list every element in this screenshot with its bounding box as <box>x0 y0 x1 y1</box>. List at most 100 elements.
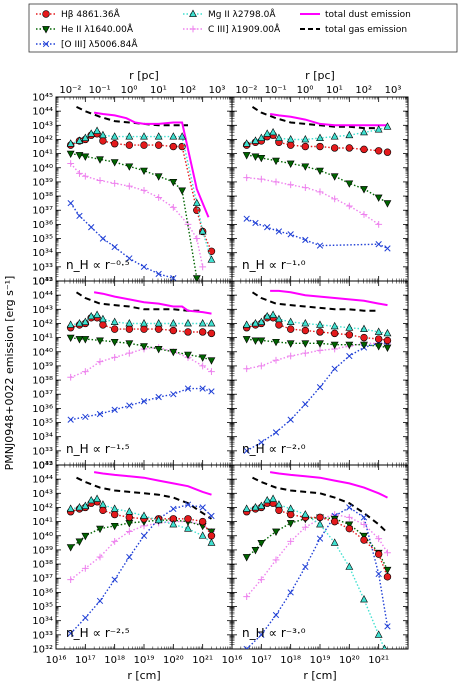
series-group <box>66 106 216 281</box>
data-point-mgii <box>330 132 339 140</box>
y-tick-label: 10³⁹ <box>32 545 53 556</box>
data-point-mgii <box>330 538 339 546</box>
legend-item-gas: total gas emission <box>300 25 407 35</box>
data-point-halpha <box>110 510 119 519</box>
series-group <box>242 289 392 454</box>
data-point-halpha <box>286 510 295 519</box>
data-point-ciii <box>272 556 280 564</box>
data-point-ciii <box>96 553 104 561</box>
data-point-heii <box>140 343 148 351</box>
x-tick-label-bottom: 10¹⁹ <box>134 655 155 666</box>
data-point-mgii <box>154 319 163 327</box>
data-point-mgii <box>99 500 107 508</box>
y-tick-label: 10⁴¹ <box>32 333 53 344</box>
data-point-halpha <box>207 247 216 255</box>
series-line-oiii <box>70 503 212 634</box>
data-point-ciii <box>67 373 75 381</box>
data-point-oiii <box>170 391 177 398</box>
data-point-halpha <box>154 325 163 333</box>
data-point-oiii <box>67 416 74 423</box>
x-tick-label-bottom: 10¹⁸ <box>104 655 125 666</box>
y-tick-label: 10⁴⁴ <box>32 291 53 302</box>
y-tick-label: 10³³ <box>32 262 53 273</box>
data-point-ciii <box>316 188 324 196</box>
data-point-heii <box>374 194 383 202</box>
x-tick-label-top: 10¹ <box>326 85 343 96</box>
data-point-heii <box>251 153 260 161</box>
data-point-mgii <box>316 520 324 528</box>
data-point-ciii <box>243 365 251 373</box>
legend-frame <box>28 3 458 53</box>
axes: 10³² 10³³ 10³⁴ 10³⁵ 10³⁶ 10³⁷ 10³⁸ 10³⁹ 10⁴⁰ 10⁴¹… <box>32 85 401 666</box>
data-point-oiii <box>316 242 324 249</box>
legend-swatch-oiii <box>42 40 50 48</box>
x-tick-label-top: 10⁻¹ <box>265 85 287 96</box>
data-point-heii <box>75 538 84 546</box>
data-point-halpha <box>383 336 392 345</box>
data-point-heii <box>75 336 84 344</box>
series-line-dust <box>93 471 212 496</box>
data-point-ciii <box>375 220 383 228</box>
data-point-mgii <box>192 198 201 207</box>
x-tick-label-top: 10² <box>355 85 372 96</box>
data-point-halpha <box>360 333 368 342</box>
data-point-halpha <box>99 506 107 514</box>
data-point-mgii <box>316 320 324 328</box>
data-point-halpha <box>140 325 148 333</box>
data-point-mgii <box>275 133 283 141</box>
data-point-ciii <box>360 521 368 528</box>
data-point-heii <box>169 179 178 187</box>
data-point-oiii <box>302 400 309 408</box>
data-point-heii <box>286 340 295 348</box>
data-point-ciii <box>375 535 383 542</box>
series-line-heii <box>246 154 388 204</box>
y-tick-label: 10⁴³ <box>32 121 53 132</box>
data-point-mgii <box>251 136 260 144</box>
legend-label-mgii: Mg II λ2798.0Å <box>208 8 276 20</box>
data-point-mgii <box>263 311 272 320</box>
series-line-ciii <box>246 177 380 225</box>
series-line-mgii <box>246 498 386 649</box>
data-point-heii <box>383 566 392 575</box>
data-point-oiii <box>258 439 265 446</box>
data-point-oiii <box>243 645 250 649</box>
data-point-mgii <box>316 133 324 141</box>
data-point-halpha <box>374 550 383 558</box>
data-point-mgii <box>75 319 84 327</box>
x-axis-title-bottom-left: r [cm] <box>127 669 160 682</box>
data-point-heii <box>251 547 260 555</box>
data-point-oiii <box>272 611 280 619</box>
legend-label-dust: total dust emission <box>325 10 411 20</box>
y-tick-label: 10³⁴ <box>32 432 53 443</box>
data-point-oiii <box>346 352 353 360</box>
legend-item-ciii: C III] λ1909.00Å <box>183 23 281 35</box>
data-point-halpha <box>345 144 354 152</box>
panel-label: n_H ∝ r⁻²·⁵ <box>66 626 130 640</box>
data-point-halpha <box>330 329 339 338</box>
data-point-oiii <box>155 393 162 401</box>
x-tick-label-bottom: 10¹⁶ <box>222 655 243 666</box>
data-point-heii <box>125 520 134 528</box>
data-point-mgii <box>383 122 392 130</box>
y-tick-label: 10³³ <box>32 630 53 641</box>
data-point-oiii <box>199 385 206 392</box>
x-tick-label-top: 10⁻² <box>59 85 81 96</box>
y-tick-label: 10⁴⁴ <box>32 107 53 118</box>
x-tick-label-top: 10² <box>179 85 196 96</box>
data-point-mgii <box>207 538 216 546</box>
data-point-ciii <box>67 160 75 167</box>
panel-4: n_H ∝ r⁻²·⁰ <box>231 280 409 466</box>
x-tick-label-top: 10⁰ <box>297 85 314 96</box>
y-tick-label: 10³² <box>32 277 53 288</box>
data-point-oiii <box>76 212 83 220</box>
data-point-oiii <box>126 255 133 262</box>
legend-label-heii: He II λ1640.00Å <box>61 23 134 35</box>
data-point-heii <box>360 341 368 350</box>
data-point-mgii <box>66 320 75 328</box>
legend-item-oiii: [O III] λ5006.84Å <box>36 38 138 50</box>
data-point-halpha <box>316 328 324 336</box>
data-point-oiii <box>360 514 368 521</box>
data-point-mgii <box>301 319 310 327</box>
data-point-oiii <box>208 512 215 520</box>
data-point-halpha <box>169 142 178 151</box>
